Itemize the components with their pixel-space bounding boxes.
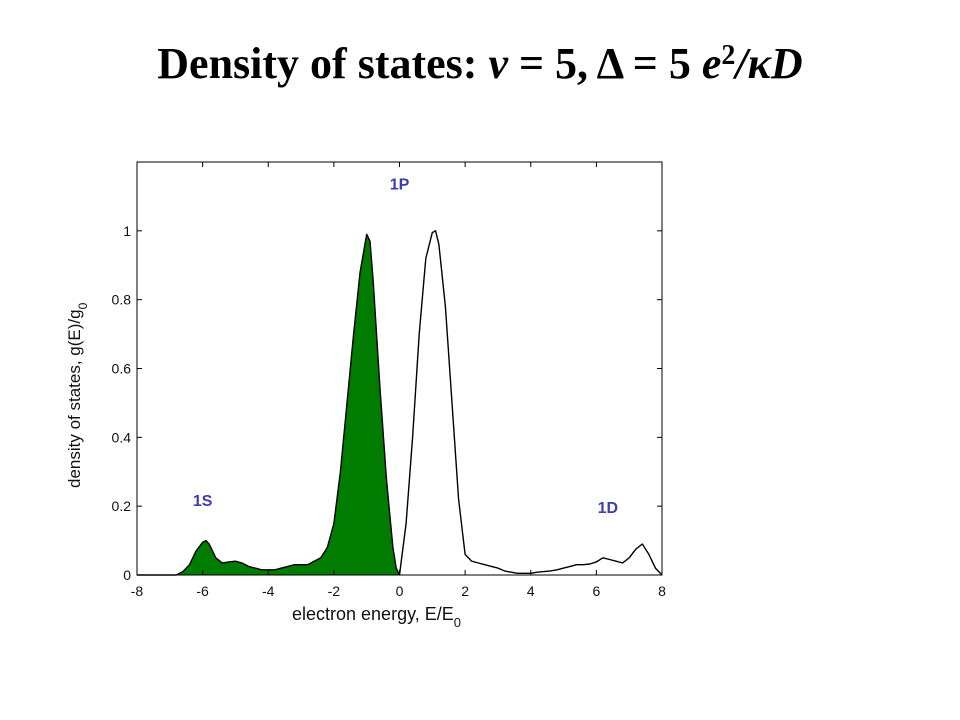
y-tick-label: 0.2 xyxy=(112,498,132,514)
x-tick-label: -4 xyxy=(262,583,275,599)
title-equation: = 5, Δ = 5 xyxy=(507,39,702,88)
x-tick-label: -8 xyxy=(131,583,144,599)
plot-layer xyxy=(137,230,663,576)
title-e-symbol: e xyxy=(701,39,722,88)
x-axis-label: electron energy, E/E0 xyxy=(292,604,461,630)
y-tick-label: 0.6 xyxy=(112,361,132,377)
x-tick-label: 2 xyxy=(461,583,469,599)
peak-label-1s: 1S xyxy=(193,493,213,510)
x-tick-label: 4 xyxy=(527,583,535,599)
y-tick-label: 0.4 xyxy=(112,429,132,445)
plot-frame xyxy=(136,161,663,576)
empty-dos-curve xyxy=(398,230,663,576)
filled-dos-curve xyxy=(169,233,401,576)
y-tick-label: 1 xyxy=(123,223,131,239)
ticks-layer: -8 -6 -4 -2 0 2 4 6 8 0 0.2 0.4 0.6 0.8 1 xyxy=(112,162,666,599)
x-tick-label: 6 xyxy=(592,583,600,599)
y-tick-label: 0.8 xyxy=(112,292,132,308)
title-nu-symbol: ν xyxy=(488,39,508,88)
title-tail: /κD xyxy=(735,39,803,88)
peak-label-1d: 1D xyxy=(598,500,618,517)
y-tick-label: 0 xyxy=(123,567,131,583)
peak-label-1p: 1P xyxy=(390,177,410,194)
y-axis-label: density of states, g(E)/g0 xyxy=(65,302,90,488)
title-prefix: Density of states: xyxy=(157,39,489,88)
x-tick-label: 8 xyxy=(658,583,666,599)
x-tick-label: -2 xyxy=(328,583,341,599)
x-tick-label: 0 xyxy=(396,583,404,599)
x-tick-label: -6 xyxy=(196,583,209,599)
annotations-layer: 1S 1P 1D xyxy=(193,177,618,518)
filled-dos-area xyxy=(169,234,400,576)
title-exponent: 2 xyxy=(721,40,736,71)
page-title: Density of states: ν = 5, Δ = 5 e2/κD xyxy=(0,38,960,89)
